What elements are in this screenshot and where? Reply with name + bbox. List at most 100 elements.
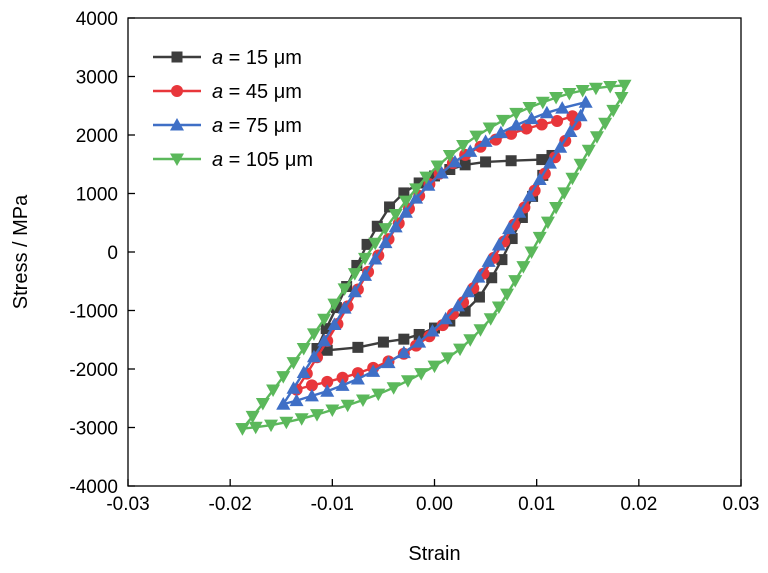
x-tick-label: 0.00: [416, 494, 453, 515]
legend-value: = 105 μm: [223, 149, 313, 171]
data-point: [386, 382, 401, 395]
x-tick-label: -0.01: [311, 494, 354, 515]
data-point: [412, 335, 427, 348]
data-point: [294, 413, 309, 426]
data-point: [508, 275, 523, 288]
data-point: [450, 298, 465, 312]
data-point: [330, 302, 342, 314]
legend-label: a = 15 μm: [212, 47, 302, 69]
data-point: [327, 298, 342, 312]
data-point: [617, 79, 632, 93]
data-point: [573, 108, 588, 122]
data-point: [320, 384, 335, 397]
data-point: [459, 305, 471, 317]
data-point: [355, 394, 370, 408]
data-point: [279, 416, 294, 430]
data-point: [310, 409, 325, 422]
data-point: [358, 252, 373, 266]
series-line: [282, 101, 587, 406]
data-point: [368, 237, 383, 251]
data-point: [483, 313, 498, 326]
data-point: [398, 205, 413, 218]
legend-variable: a: [212, 81, 223, 103]
data-point: [481, 254, 496, 267]
data-point: [542, 156, 557, 169]
data-point: [317, 313, 332, 327]
data-point: [427, 360, 442, 374]
data-point: [524, 246, 539, 259]
data-point: [235, 423, 250, 436]
legend-label: a = 75 μm: [212, 115, 302, 137]
data-point: [286, 381, 301, 394]
data-point: [563, 124, 578, 137]
data-point: [361, 238, 373, 250]
data-point: [535, 118, 548, 131]
data-point: [321, 344, 333, 356]
legend-label: a = 105 μm: [212, 149, 313, 171]
data-point: [350, 371, 365, 385]
data-point: [398, 195, 413, 209]
data-point: [456, 140, 471, 153]
y-tick-label: -1000: [69, 302, 118, 323]
data-point: [276, 397, 291, 410]
data-point: [413, 177, 425, 189]
data-point: [336, 371, 349, 384]
data-point: [296, 343, 311, 356]
data-point: [469, 130, 484, 144]
data-point: [413, 328, 425, 340]
data-point: [512, 205, 527, 218]
y-tick-label: 3000: [76, 68, 118, 89]
legend-item: a = 105 μm: [153, 149, 313, 171]
data-point: [440, 352, 455, 365]
data-point: [337, 301, 352, 314]
data-point: [549, 202, 564, 215]
data-point: [378, 235, 393, 249]
series-3: [276, 95, 593, 410]
data-point: [368, 252, 383, 265]
data-point: [496, 254, 508, 266]
x-tick-label: 0.03: [723, 494, 760, 515]
legend-marker: [170, 153, 184, 166]
data-point: [378, 223, 393, 236]
y-tick-label: 1000: [76, 185, 118, 206]
data-point: [522, 188, 537, 202]
data-point: [264, 419, 279, 433]
data-point: [532, 172, 547, 185]
data-point: [409, 183, 424, 196]
data-point: [524, 111, 539, 125]
data-point: [555, 101, 570, 114]
data-point: [598, 117, 613, 131]
data-point: [486, 272, 498, 284]
data-point: [438, 311, 453, 325]
data-point: [320, 323, 332, 335]
legend-label: a = 45 μm: [212, 81, 302, 103]
series-2: [290, 110, 582, 396]
x-tick-label: -0.02: [209, 494, 252, 515]
data-point: [414, 368, 429, 381]
y-tick-label: 2000: [76, 126, 118, 147]
data-point: [461, 284, 476, 298]
y-tick-label: 4000: [76, 9, 118, 30]
data-point: [482, 122, 497, 135]
data-point: [471, 270, 486, 283]
y-tick-label: -4000: [69, 477, 118, 498]
data-point: [419, 171, 434, 185]
legend-marker: [171, 85, 183, 97]
data-point: [388, 209, 403, 222]
data-point: [540, 216, 555, 230]
legend-marker: [171, 51, 183, 63]
data-point: [296, 365, 311, 379]
data-point: [480, 156, 492, 168]
data-point: [509, 107, 524, 121]
data-point: [398, 333, 410, 345]
legend-item: a = 15 μm: [153, 47, 302, 69]
y-tick-label: -3000: [69, 419, 118, 440]
data-point: [347, 284, 362, 298]
data-point: [366, 364, 381, 377]
data-point: [388, 219, 403, 233]
data-point: [522, 102, 537, 115]
data-point: [491, 301, 506, 314]
data-point: [248, 421, 263, 435]
legend-value: = 75 μm: [223, 115, 302, 137]
